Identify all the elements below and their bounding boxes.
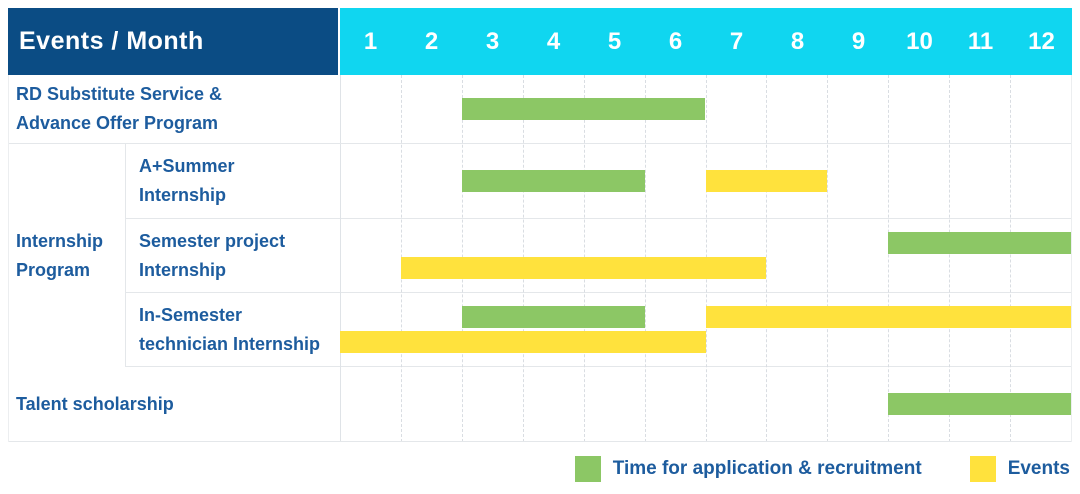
bar-lane — [340, 306, 1071, 328]
row-label-line: technician Internship — [139, 333, 321, 354]
row-label-rd-substitute: RD Substitute Service & Advance Offer Pr… — [9, 75, 340, 143]
row-label-a-plus-summer: A+Summer Internship — [126, 144, 340, 218]
month-header-strip: 1 2 3 4 5 6 7 8 9 10 11 12 — [340, 8, 1072, 75]
timeline-cell-in-semester-technician — [340, 293, 1071, 366]
application-period-bar — [888, 232, 1071, 254]
yellow-swatch-icon — [969, 456, 996, 482]
month-label: 1 — [363, 27, 378, 55]
application-period-bar — [461, 98, 706, 120]
row-rd-substitute: RD Substitute Service & Advance Offer Pr… — [9, 75, 1071, 144]
row-label-semester-project: Semester project Internship — [126, 219, 340, 292]
timeline-cell-rd-substitute — [340, 75, 1071, 143]
month-label: 12 — [1028, 27, 1055, 55]
table-body: RD Substitute Service & Advance Offer Pr… — [8, 75, 1072, 442]
row-talent-scholarship: Talent scholarship — [9, 367, 1071, 442]
corner-header-events-month: Events / Month — [8, 8, 338, 75]
legend-label-events: Events — [1007, 458, 1070, 479]
bar-lane — [340, 98, 1071, 120]
bar-lane — [340, 257, 1071, 279]
event-period-bar — [705, 170, 828, 192]
internship-program-sub-rows: A+Summer Internship Semester project Int… — [126, 144, 1071, 367]
row-label-in-semester-technician: In-Semester technician Internship — [126, 293, 340, 366]
bar-lane — [340, 331, 1071, 353]
row-a-plus-summer: A+Summer Internship — [126, 144, 1071, 219]
month-label: 9 — [851, 27, 866, 55]
month-label: 8 — [790, 27, 805, 55]
month-label: 3 — [485, 27, 500, 55]
bar-lane — [340, 232, 1071, 254]
row-label-line: In-Semester — [139, 304, 243, 325]
month-label: 11 — [967, 27, 994, 55]
event-period-bar — [705, 306, 1071, 328]
application-period-bar — [461, 170, 645, 192]
row-label-line: Advance Offer Program — [16, 113, 219, 133]
row-label-line: A+Summer — [139, 156, 235, 176]
event-period-bar — [340, 331, 706, 353]
month-label: 6 — [668, 27, 683, 55]
legend-item-events: Events — [969, 456, 1070, 482]
row-label-line: Internship — [139, 185, 227, 205]
row-label-talent-scholarship: Talent scholarship — [9, 367, 340, 441]
row-semester-project: Semester project Internship — [126, 219, 1071, 293]
events-month-table: Events / Month 1 2 3 4 5 6 7 8 9 10 11 12 RD Substi… — [8, 8, 1072, 442]
timeline-cell-talent-scholarship — [340, 367, 1071, 441]
bar-lane — [340, 393, 1071, 415]
month-label: 5 — [607, 27, 622, 55]
month-label: 7 — [729, 27, 744, 55]
group-label-line: Program — [16, 259, 91, 280]
legend-item-application: Time for application & recruitment — [574, 456, 922, 482]
legend-label-application: Time for application & recruitment — [612, 458, 922, 479]
month-label: 4 — [546, 27, 561, 55]
row-in-semester-technician: In-Semester technician Internship — [126, 293, 1071, 367]
event-period-bar — [400, 257, 767, 279]
row-label-line: Talent scholarship — [16, 393, 174, 414]
month-label: 2 — [424, 27, 439, 55]
table-header-row: Events / Month 1 2 3 4 5 6 7 8 9 10 11 12 — [8, 8, 1072, 75]
group-label-line: Internship — [16, 230, 104, 251]
row-label-line: Internship — [139, 259, 227, 280]
green-swatch-icon — [574, 456, 601, 482]
internship-program-group: Internship Program A+Summer Internship S… — [9, 144, 1071, 367]
timeline-cell-a-plus-summer — [340, 144, 1071, 218]
bar-lane — [340, 170, 1071, 192]
legend: Time for application & recruitment Event… — [574, 456, 1070, 482]
application-period-bar — [888, 393, 1071, 415]
row-label-line: Semester project — [139, 230, 286, 251]
month-label: 10 — [906, 27, 933, 55]
timeline-cell-semester-project — [340, 219, 1071, 292]
row-label-line: RD Substitute Service & — [16, 84, 223, 104]
application-period-bar — [461, 306, 645, 328]
group-label-internship-program: Internship Program — [9, 144, 126, 367]
